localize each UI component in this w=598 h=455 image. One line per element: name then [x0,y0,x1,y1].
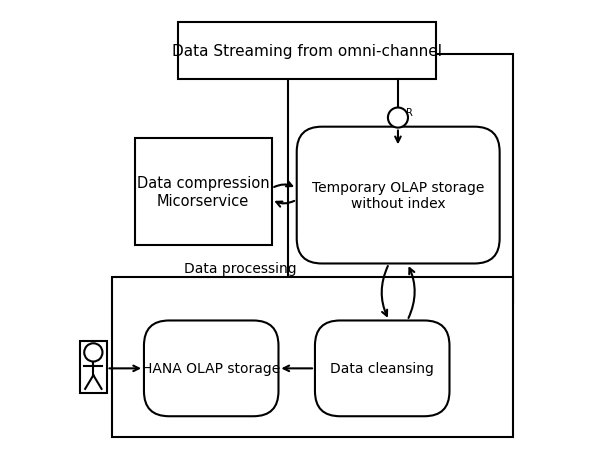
Text: R: R [405,108,413,118]
Text: Data processing: Data processing [184,261,297,275]
Text: Data Streaming from omni-channel: Data Streaming from omni-channel [172,44,442,59]
Circle shape [388,108,408,128]
FancyBboxPatch shape [315,321,450,416]
FancyBboxPatch shape [297,127,500,264]
Bar [288,55,513,303]
FancyBboxPatch shape [144,321,279,416]
Text: HANA OLAP storage: HANA OLAP storage [142,362,280,375]
Text: Temporary OLAP storage
without index: Temporary OLAP storage without index [312,181,484,211]
Bar [80,341,106,394]
Bar [178,23,436,80]
Text: Data compression
Micorservice: Data compression Micorservice [137,176,270,208]
Bar [112,278,513,437]
Bar [135,139,271,246]
Circle shape [84,344,102,362]
Text: Data cleansing: Data cleansing [330,362,434,375]
